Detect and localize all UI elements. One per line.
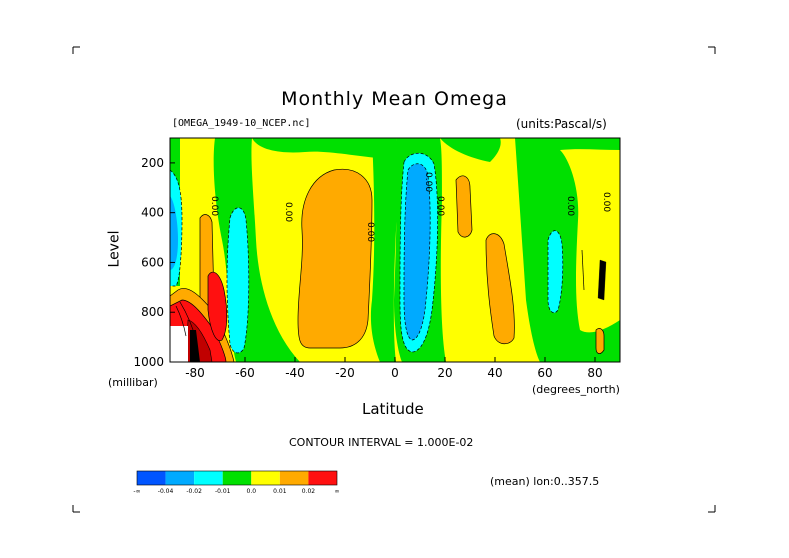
green-band: [515, 138, 620, 362]
cyan-region: [226, 207, 250, 354]
x-axis-label: Latitude: [362, 400, 424, 418]
x-tick-label: 20: [437, 366, 452, 380]
axis-ticks: -80 -60 -40 -20 0 20 40 60 80 200 400 600 800 1000: [133, 156, 602, 380]
missing-data-below-surface: [170, 326, 188, 362]
crop-mark-top-right: [708, 46, 716, 54]
x-tick-label: -80: [185, 366, 205, 380]
contour-crowding: [190, 330, 200, 362]
x-tick-label: -60: [235, 366, 255, 380]
green-band: [370, 138, 399, 362]
x-tick-label: 0: [391, 366, 399, 380]
orange-region: [455, 175, 473, 238]
y-tick-label: 600: [141, 255, 164, 269]
contour-label: 0.00: [365, 222, 375, 242]
blue-region: [170, 196, 178, 270]
green-band: [240, 343, 300, 362]
y-tick-label: 800: [141, 305, 164, 319]
contour-label: 0.00: [283, 202, 293, 222]
orange-region: [485, 233, 515, 345]
green-band: [440, 138, 501, 162]
contour-interval-label: CONTOUR INTERVAL = 1.000E-02: [289, 436, 474, 449]
dataset-label: [OMEGA_1949-10_NCEP.nc]: [172, 118, 311, 129]
red-region: [207, 271, 228, 342]
x-tick-label: -40: [285, 366, 305, 380]
contour-label: 0.00: [565, 196, 575, 216]
blue-region: [403, 163, 431, 341]
y-tick-label: 400: [141, 206, 164, 220]
contour-fields: [170, 138, 620, 362]
crop-mark-top-left: [72, 46, 80, 54]
crop-mark-bottom-right: [708, 505, 716, 513]
orange-region: [595, 328, 605, 354]
x-tick-label: -20: [335, 366, 355, 380]
dark-contour-strip: [597, 259, 607, 301]
contour-label: 0.00: [209, 196, 219, 216]
y-tick-label: 200: [141, 156, 164, 170]
contour-label: 0.00: [423, 172, 433, 192]
region-note: (mean) lon:0..357.5: [490, 475, 600, 488]
orange-region: [297, 168, 373, 349]
x-tick-label: 40: [487, 366, 502, 380]
cyan-region: [547, 230, 564, 314]
x-tick-label: 80: [587, 366, 602, 380]
x-axis-unit: (degrees_north): [532, 383, 620, 396]
chart-title: Monthly Mean Omega: [281, 88, 508, 110]
crop-mark-bottom-left: [72, 505, 80, 513]
y-tick-label: 1000: [133, 355, 164, 369]
units-label: (units:Pascal/s): [516, 117, 607, 131]
x-tick-label: 60: [537, 366, 552, 380]
y-axis-unit: (millibar): [108, 376, 158, 389]
contour-label: 0.00: [601, 192, 611, 212]
green-band: [252, 138, 386, 158]
contour-label: 0.00: [435, 196, 445, 216]
